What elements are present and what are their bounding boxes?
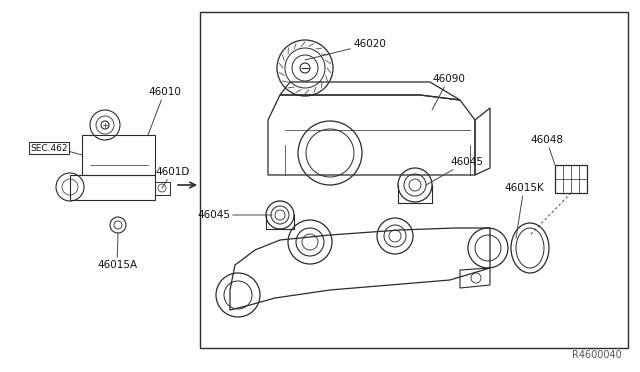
- Text: 46010: 46010: [148, 87, 181, 135]
- Text: 46045: 46045: [197, 210, 272, 220]
- Text: R4600040: R4600040: [572, 350, 622, 360]
- Text: 46020: 46020: [305, 39, 386, 60]
- Text: 46048: 46048: [530, 135, 563, 165]
- Text: 46015A: 46015A: [97, 233, 137, 270]
- Text: SEC.462: SEC.462: [30, 144, 67, 153]
- Text: 46015K: 46015K: [504, 183, 544, 238]
- Text: 4601D: 4601D: [155, 167, 189, 188]
- Text: 46045: 46045: [426, 157, 483, 185]
- Text: 46090: 46090: [432, 74, 465, 110]
